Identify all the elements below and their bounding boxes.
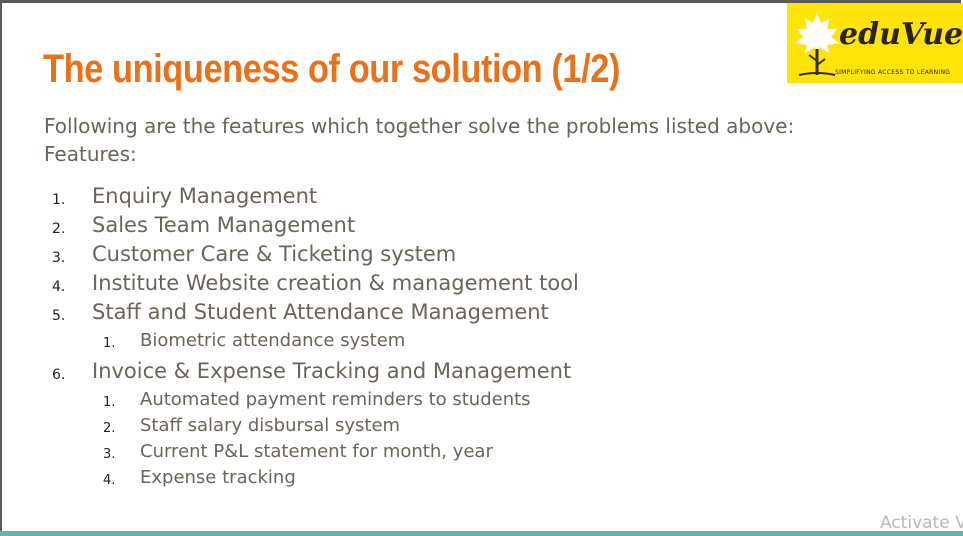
sub-list-item: 2. Staff salary disbursal system: [2, 414, 902, 440]
list-number: 1.: [52, 192, 66, 208]
activation-watermark: Activate V: [880, 513, 963, 533]
features-heading: Features:: [44, 142, 137, 166]
sub-list-item: 1. Biometric attendance system: [2, 329, 902, 355]
list-item: 5. Staff and Student Attendance Manageme…: [2, 300, 902, 329]
list-number: 3.: [52, 250, 66, 266]
sub-list-number: 3.: [103, 447, 116, 462]
sub-list-label: Expense tracking: [140, 467, 296, 488]
list-label: Staff and Student Attendance Management: [92, 300, 549, 324]
list-item: 1. Enquiry Management: [2, 184, 902, 213]
list-label: Invoice & Expense Tracking and Managemen…: [92, 359, 572, 383]
list-item: 6. Invoice & Expense Tracking and Manage…: [2, 359, 902, 388]
sub-list-number: 1.: [103, 395, 116, 410]
logo-tagline: SIMPLIFYING ACCESS TO LEARNING: [835, 69, 951, 76]
list-number: 5.: [52, 308, 66, 324]
list-number: 6.: [52, 367, 66, 383]
footer-accent-bar: [0, 531, 963, 536]
intro-line: Following are the features which togethe…: [44, 114, 795, 138]
sub-list-label: Staff salary disbursal system: [140, 415, 401, 436]
intro-text: Following are the features which togethe…: [44, 112, 794, 168]
list-label: Enquiry Management: [92, 184, 318, 208]
list-label: Institute Website creation & management …: [92, 271, 579, 295]
slide: The uniqueness of our solution (1/2) Fol…: [2, 3, 963, 536]
sub-list-item: 3. Current P&L statement for month, year: [2, 440, 902, 466]
sub-list-label: Automated payment reminders to students: [140, 389, 531, 410]
maple-leaf-tree-icon: [794, 12, 840, 76]
list-item: 2. Sales Team Management: [2, 213, 902, 242]
logo-wordmark: eduVue: [839, 17, 963, 52]
sub-list-item: 4. Expense tracking: [2, 466, 902, 492]
list-label: Sales Team Management: [92, 213, 356, 237]
sub-list-item: 1. Automated payment reminders to studen…: [2, 388, 902, 414]
sub-list-number: 2.: [103, 421, 116, 436]
sub-list-label: Current P&L statement for month, year: [140, 441, 493, 462]
slide-title: The uniqueness of our solution (1/2): [43, 47, 620, 91]
eduvue-logo: eduVue SIMPLIFYING ACCESS TO LEARNING: [787, 3, 963, 83]
sub-list-number: 4.: [103, 473, 116, 488]
sub-list-number: 1.: [103, 336, 116, 351]
list-number: 2.: [52, 221, 66, 237]
sub-list-label: Biometric attendance system: [140, 330, 406, 351]
list-number: 4.: [52, 279, 66, 295]
list-item: 4. Institute Website creation & manageme…: [2, 271, 902, 300]
list-item: 3. Customer Care & Ticketing system: [2, 242, 902, 271]
list-label: Customer Care & Ticketing system: [92, 242, 457, 266]
feature-list: 1. Enquiry Management 2. Sales Team Mana…: [2, 184, 902, 492]
